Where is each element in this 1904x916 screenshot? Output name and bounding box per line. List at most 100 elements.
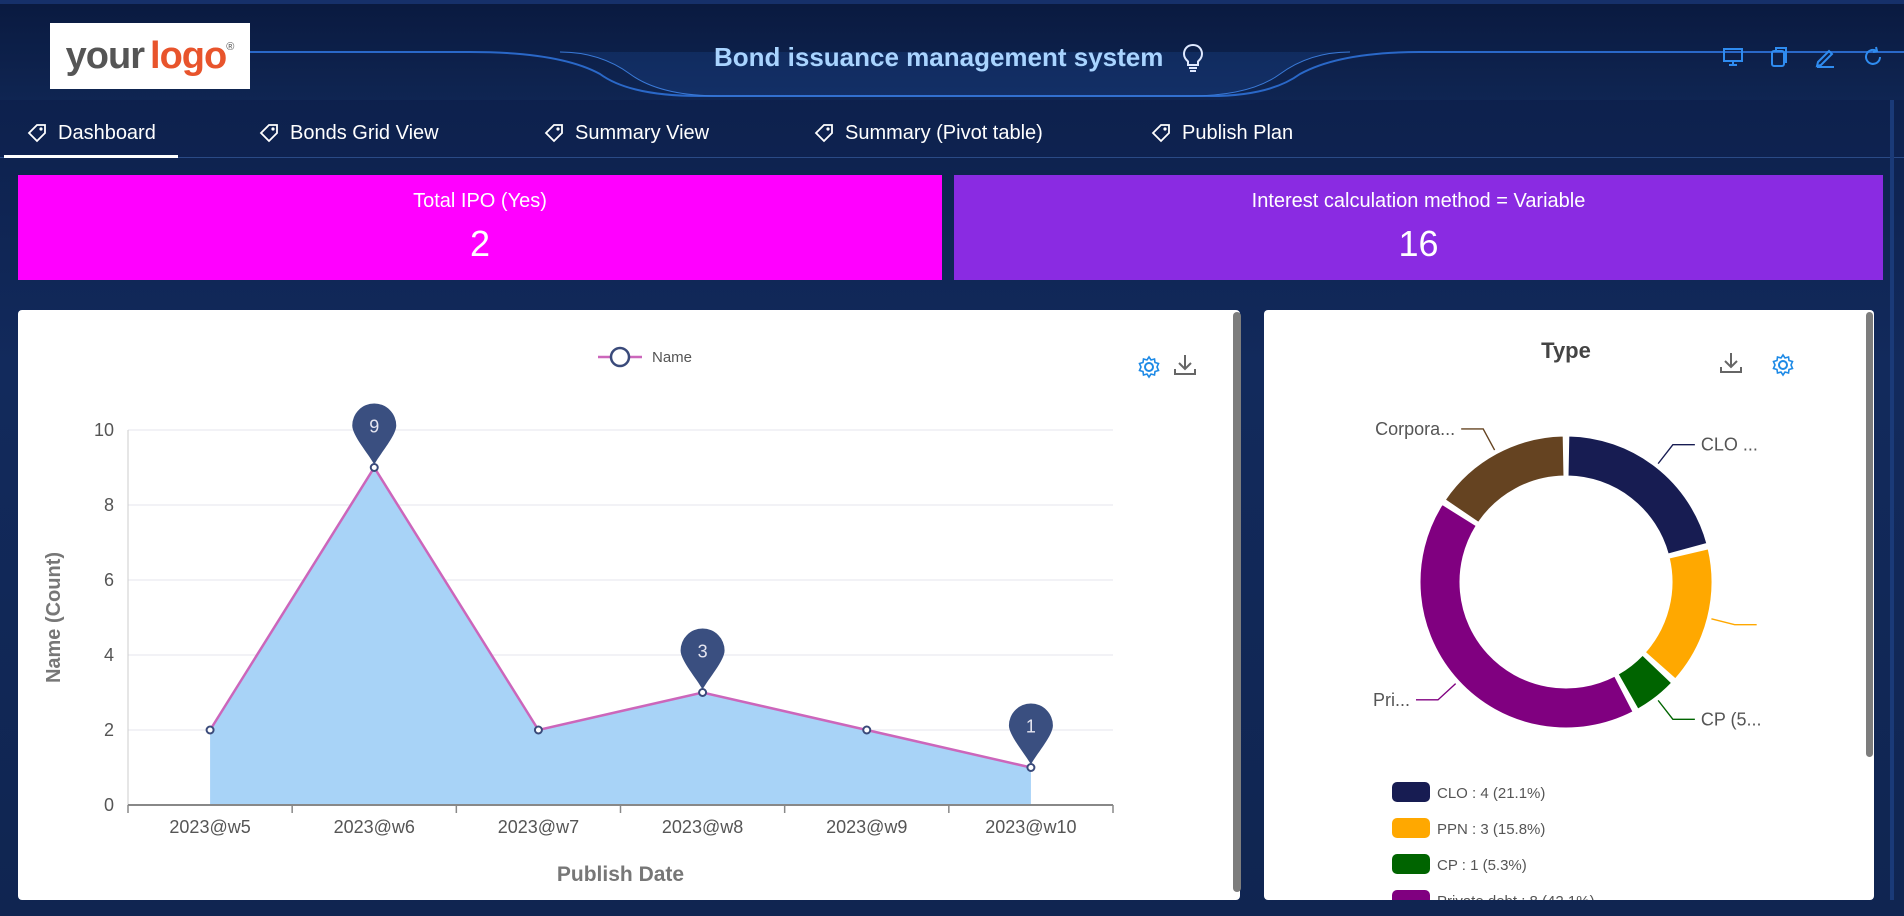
y-tick-label: 8 — [104, 495, 114, 515]
download-icon[interactable] — [1172, 352, 1198, 378]
donut-slice — [1644, 548, 1713, 680]
data-point — [533, 725, 543, 735]
tab-label: Bonds Grid View — [290, 121, 439, 144]
tab-publish-plan[interactable]: Publish Plan — [1150, 108, 1293, 158]
value-pin-label: 1 — [1026, 717, 1036, 737]
main-tabs: Dashboard Bonds Grid View Summary View S… — [0, 108, 1904, 158]
legend-label: PPN : 3 (15.8%) — [1437, 821, 1545, 838]
donut-slice — [1567, 435, 1708, 555]
donut-slice — [1617, 654, 1672, 710]
tag-icon — [1151, 124, 1170, 143]
callout-line — [1657, 443, 1695, 465]
x-tick-label: 2023@w9 — [826, 817, 907, 837]
tag-icon — [259, 124, 278, 143]
type-donut-chart-panel: Type CLO ... CP (5... Pri... Corpora... CLO :… — [1264, 310, 1874, 910]
tag-icon — [27, 124, 46, 143]
legend-label: CLO : 4 (21.1%) — [1437, 785, 1545, 802]
legend-marker — [609, 346, 631, 368]
publish-date-area-chart: 0 2 4 6 8 10 2023@w5 2023@w6 2023@w7 2023@w8 2023@… — [43, 346, 1114, 886]
data-point — [698, 688, 708, 697]
legend-label: CP : 1 (5.3%) — [1437, 857, 1527, 874]
tab-label: Summary (Pivot table) — [845, 121, 1043, 144]
callout-label: CP (5... — [1701, 709, 1762, 729]
callout-label: CLO ... — [1701, 435, 1758, 455]
legend-swatch — [1392, 890, 1430, 910]
settings-icon[interactable] — [1136, 354, 1162, 380]
tag-icon — [544, 124, 563, 143]
area-fill — [210, 467, 1031, 805]
tab-summary-view[interactable]: Summary View — [543, 108, 709, 158]
callout-line — [1415, 683, 1457, 701]
company-logo[interactable]: your logo ® — [50, 23, 250, 89]
copy-icon[interactable] — [1768, 46, 1790, 68]
header-ornament — [250, 51, 1904, 97]
kpi-label: Total IPO (Yes) — [413, 190, 547, 212]
legend-swatch — [1392, 854, 1430, 874]
download-icon[interactable] — [1718, 350, 1744, 376]
donut-title: Type — [1541, 338, 1591, 363]
callout-line — [1461, 428, 1496, 451]
callout-label: Pri... — [1373, 690, 1410, 710]
value-pin — [1008, 703, 1053, 765]
callout-line — [1657, 699, 1695, 721]
x-tick-label: 2023@w10 — [985, 817, 1076, 837]
kpi-card-total-ipo[interactable]: Total IPO (Yes) 2 — [18, 175, 942, 280]
legend-swatch — [1392, 818, 1430, 838]
y-tick-label: 4 — [104, 645, 114, 665]
data-point — [1026, 763, 1036, 772]
legend-label: Private debt : 8 (42.1%) — [1437, 893, 1595, 900]
tab-summary-pivot-table[interactable]: Summary (Pivot table) — [813, 108, 1043, 158]
value-pin-label: 9 — [369, 417, 379, 437]
tag-icon — [814, 124, 833, 143]
logo-text-logo: logo — [150, 34, 227, 77]
top-border — [0, 0, 1904, 4]
y-tick-label: 6 — [104, 570, 114, 590]
legend-label: Name — [652, 349, 692, 366]
y-tick-label: 2 — [104, 720, 114, 740]
x-tick-label: 2023@w8 — [662, 817, 743, 837]
value-pin-label: 3 — [698, 642, 708, 662]
edit-icon[interactable] — [1814, 46, 1836, 68]
value-pin — [352, 403, 397, 465]
kpi-card-interest-variable[interactable]: Interest calculation method = Variable 1… — [954, 175, 1883, 280]
monitor-icon[interactable] — [1722, 46, 1744, 68]
data-point — [862, 725, 872, 735]
chart-panel-scrollbar[interactable] — [1233, 312, 1241, 892]
page-scrollbar[interactable] — [1890, 100, 1894, 900]
x-tick-label: 2023@w5 — [169, 817, 250, 837]
kpi-label: Interest calculation method = Variable — [1251, 190, 1586, 212]
callout-label: Corpora... — [1375, 419, 1455, 439]
legend-swatch — [1392, 782, 1430, 802]
y-tick-label: 0 — [104, 795, 114, 815]
settings-icon[interactable] — [1770, 352, 1796, 378]
series-line-name — [209, 465, 1032, 769]
tab-label: Dashboard — [58, 121, 156, 144]
callout-line — [1711, 618, 1757, 626]
donut-slice — [1444, 435, 1565, 523]
x-axis-title: Publish Date — [557, 863, 684, 886]
tab-dashboard[interactable]: Dashboard — [4, 108, 178, 158]
value-pin — [680, 628, 725, 690]
x-tick-label: 2023@w7 — [498, 817, 579, 837]
app-title: Bond issuance management system — [714, 42, 1164, 72]
type-donut-chart: Type CLO ... CP (5... Pri... Corpora... CLO :… — [1373, 338, 1762, 910]
data-point — [369, 463, 379, 472]
y-axis-title: Name (Count) — [43, 552, 65, 683]
data-point — [205, 725, 215, 735]
lightbulb-icon[interactable] — [1180, 42, 1206, 74]
kpi-value: 2 — [469, 223, 491, 264]
kpi-value: 16 — [1398, 223, 1439, 264]
logo-text-your: your — [65, 34, 145, 77]
refresh-icon[interactable] — [1862, 46, 1884, 68]
x-tick-label: 2023@w6 — [334, 817, 415, 837]
donut-panel-scrollbar[interactable] — [1866, 312, 1873, 757]
tab-label: Publish Plan — [1182, 121, 1294, 144]
tab-label: Summary View — [575, 121, 710, 144]
app-header: your logo ® Bond issuance management sys… — [0, 4, 1904, 100]
logo-registered-mark: ® — [226, 41, 235, 53]
y-tick-label: 10 — [94, 420, 114, 440]
publish-date-chart-panel: 0 2 4 6 8 10 2023@w5 2023@w6 2023@w7 2023@w8 2023@… — [18, 310, 1240, 900]
donut-slice — [1419, 504, 1634, 729]
tab-bonds-grid-view[interactable]: Bonds Grid View — [258, 108, 439, 158]
